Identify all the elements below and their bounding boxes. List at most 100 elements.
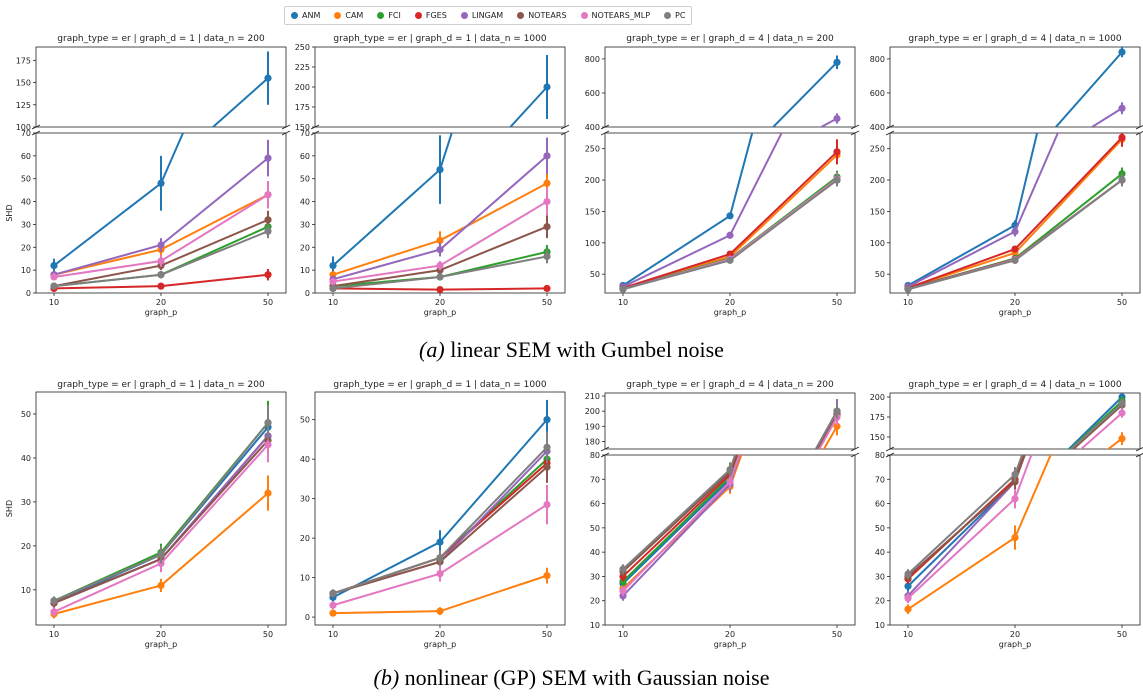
x-axis-label: graph_p: [424, 640, 457, 649]
data-point: [436, 261, 444, 270]
data-point: [329, 284, 337, 293]
data-point: [833, 148, 841, 156]
y-tick-label: 80: [875, 451, 885, 460]
axis-break-mark: [31, 124, 41, 130]
y-tick-label: 200: [295, 83, 310, 92]
data-point: [264, 271, 272, 279]
legend-marker: [377, 12, 385, 19]
legend-item: LINGAM: [460, 11, 504, 20]
data-point: [50, 210, 57, 217]
data-point: [329, 601, 337, 609]
axis-break-mark: [310, 124, 320, 130]
caption-b-label: (b): [373, 665, 400, 690]
data-point: [329, 589, 337, 598]
data-point: [1118, 435, 1126, 443]
data-point: [436, 165, 444, 174]
legend-label: ANM: [302, 11, 321, 20]
y-tick-label: 200: [585, 176, 600, 185]
x-tick-label: 10: [49, 630, 59, 639]
data-point: [329, 234, 336, 241]
series-group: [904, 209, 1125, 615]
series-group: [904, 47, 1126, 194]
legend-marker: [291, 12, 298, 19]
subplot: graph_type = er | graph_d = 1 | data_n =…: [5, 380, 287, 649]
data-point: [726, 179, 733, 186]
series-group: [814, 399, 841, 449]
y-tick-label: 0: [305, 613, 310, 622]
y-tick-label: 60: [590, 500, 600, 509]
data-point: [904, 285, 912, 293]
data-point: [50, 211, 57, 218]
data-point: [1011, 245, 1019, 253]
x-tick-label: 50: [263, 298, 273, 307]
axis-break-mark: [850, 446, 860, 452]
data-point: [904, 187, 911, 194]
series-line: [622, 455, 738, 573]
legend-item: PC: [664, 11, 685, 20]
legend-label: LINGAM: [471, 11, 504, 20]
data-point: [726, 231, 734, 239]
data-point: [436, 225, 443, 232]
y-tick-label: 600: [585, 89, 600, 98]
subplot-title: graph_type = er | graph_d = 1 | data_n =…: [333, 380, 546, 390]
data-point: [1011, 533, 1019, 542]
data-point: [329, 261, 337, 270]
y-tick-label: 80: [590, 451, 600, 460]
y-tick-label: 20: [300, 243, 310, 252]
data-point: [157, 551, 165, 559]
data-point: [619, 186, 626, 193]
data-point: [619, 565, 627, 573]
axis-break-mark: [281, 124, 291, 130]
x-tick-label: 20: [435, 298, 445, 307]
y-tick-label: 200: [870, 176, 885, 185]
axis-break-mark: [560, 124, 570, 130]
y-tick-label: 60: [300, 152, 310, 161]
subplot: graph_type = er | graph_d = 4 | data_n =…: [870, 209, 1143, 649]
y-tick-label: 10: [300, 266, 310, 275]
y-tick-label: 50: [21, 175, 31, 184]
data-point: [50, 261, 58, 270]
series-line: [908, 161, 1122, 191]
data-point: [1011, 179, 1018, 186]
data-point: [726, 167, 733, 174]
data-point: [904, 537, 911, 544]
data-point: [329, 237, 336, 244]
x-tick-label: 10: [903, 630, 913, 639]
data-point: [1011, 179, 1018, 186]
y-tick-label: 100: [16, 123, 31, 132]
legend-item: NOTEARS: [517, 11, 567, 20]
data-point: [1118, 209, 1125, 216]
x-axis-label: graph_p: [999, 640, 1032, 649]
subplot-title: graph_type = er | graph_d = 1 | data_n =…: [333, 34, 546, 44]
legend-item: NOTEARS_MLP: [580, 11, 650, 20]
series-line: [908, 159, 1122, 190]
x-tick-label: 20: [156, 630, 166, 639]
data-point: [904, 530, 911, 537]
series-line: [622, 133, 783, 288]
data-point: [264, 191, 272, 199]
data-point: [264, 441, 272, 449]
subplot-title: graph_type = er | graph_d = 1 | data_n =…: [57, 380, 265, 390]
series-group: [50, 133, 272, 293]
subplot: graph_type = er | graph_d = 4 | data_n =…: [585, 380, 860, 649]
data-point: [436, 570, 444, 578]
data-point: [1011, 495, 1019, 503]
axes-frame: [314, 46, 566, 128]
data-point: [833, 422, 841, 430]
y-tick-label: 400: [870, 123, 885, 132]
axis-break-mark: [31, 130, 41, 136]
y-tick-label: 800: [870, 55, 885, 64]
data-point: [833, 20, 840, 27]
data-point: [436, 285, 444, 293]
y-tick-label: 200: [870, 393, 885, 402]
data-point: [264, 489, 272, 497]
data-point: [904, 529, 911, 536]
series-line: [1069, 402, 1123, 449]
data-point: [50, 597, 58, 605]
data-point: [619, 187, 626, 194]
data-point: [726, 212, 734, 220]
axis-break-mark: [600, 452, 610, 458]
data-point: [264, 74, 272, 82]
series-line: [907, 136, 1123, 289]
